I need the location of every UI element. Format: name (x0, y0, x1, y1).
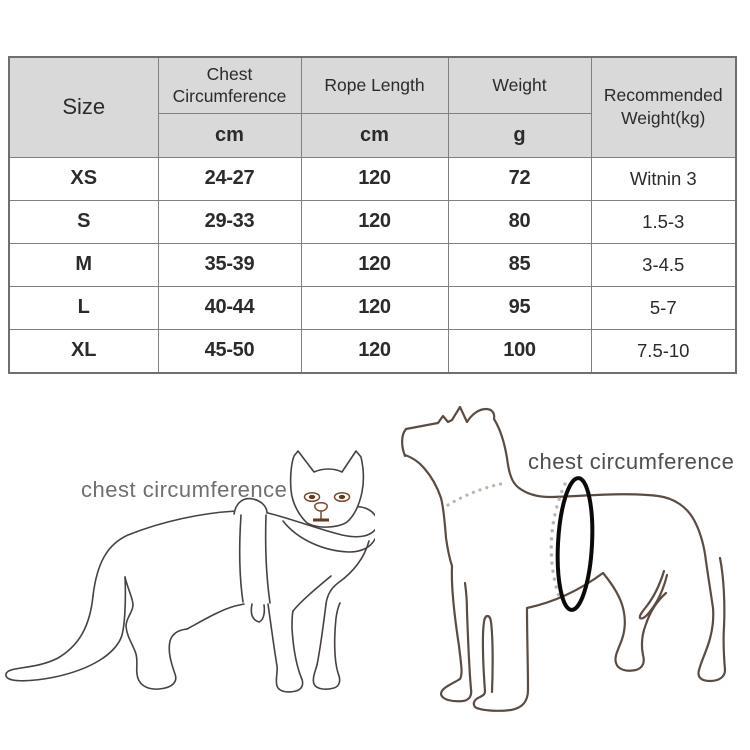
dog-chest-dotted-arc (549, 482, 567, 604)
dog-neck-dotted-line (446, 481, 508, 507)
table-cell: 80 (447, 199, 592, 244)
table-cell: L (8, 285, 159, 330)
cat-harness-strap-front (238, 514, 244, 603)
unit-cell-weight: g (447, 112, 592, 158)
cat-leg-fold (250, 603, 266, 623)
dog-illustration (401, 405, 727, 712)
table-cell: 5-7 (590, 285, 737, 330)
cat-harness-strap-back (264, 514, 271, 604)
cat-chest-circumference-label: chest circumference (81, 477, 288, 502)
cat-nose (314, 502, 328, 512)
table-cell: 40-44 (157, 285, 302, 330)
table-cell: 45-50 (157, 328, 302, 374)
table-row-m: M 35-39 120 85 3-4.5 (8, 242, 737, 287)
table-row-l: L 40-44 120 95 5-7 (8, 285, 737, 330)
table-cell: M (8, 242, 159, 287)
size-chart-table: Size Chest Circumference Rope Length Wei… (8, 56, 737, 374)
table-cell: XS (8, 156, 159, 201)
cat-back (92, 510, 237, 597)
table-cell: 120 (300, 156, 449, 201)
cat-left-eye (303, 491, 321, 503)
cat-ruff-bottom (282, 520, 375, 553)
dog-chest-front-leg (403, 453, 473, 703)
cat-shoulder-line (292, 575, 332, 612)
table-cell: S (8, 199, 159, 244)
col-header-recommended: Recommended Weight(kg) (590, 56, 737, 158)
dog-chest-circumference-label: chest circumference (528, 449, 735, 474)
col-header-rope: Rope Length (300, 56, 449, 114)
cat-illustration (5, 450, 375, 693)
table-cell: 120 (300, 199, 449, 244)
table-cell: Witnin 3 (590, 156, 737, 201)
cat-head (289, 450, 365, 528)
table-row-xl: XL 45-50 120 100 7.5-10 (8, 328, 737, 374)
cat-tail (5, 576, 127, 682)
col-header-chest: Chest Circumference (157, 56, 302, 114)
dog-outline (401, 405, 727, 683)
table-cell: 1.5-3 (590, 199, 737, 244)
cat-hind-leg (124, 576, 188, 690)
cat-harness-handle (233, 497, 268, 515)
cat-right-pupil (338, 494, 346, 500)
dog-belly-far-leg (472, 571, 605, 712)
table-cell: 72 (447, 156, 592, 201)
table-cell: 3-4.5 (590, 242, 737, 287)
table-cell: 35-39 (157, 242, 302, 287)
unit-cell-rope: cm (300, 112, 449, 158)
table-cell: 100 (447, 328, 592, 374)
col-header-weight: Weight (447, 56, 592, 114)
dog-chest-ellipse (555, 476, 595, 612)
cat-chest-front (325, 540, 370, 605)
cat-left-pupil (308, 494, 316, 500)
table-cell: 29-33 (157, 199, 302, 244)
cat-right-eye (333, 491, 351, 503)
col-header-size: Size (8, 56, 159, 158)
table-cell: 120 (300, 285, 449, 330)
table-cell: 120 (300, 242, 449, 287)
cat-front-leg-near (267, 603, 304, 693)
dog-leg-gap (481, 614, 494, 694)
table-row-s: S 29-33 120 80 1.5-3 (8, 199, 737, 244)
table-cell: 85 (447, 242, 592, 287)
table-cell: 120 (300, 328, 449, 374)
table-cell: 95 (447, 285, 592, 330)
dog-tail (638, 569, 669, 620)
cat-front-leg-far (312, 602, 341, 690)
table-cell: 7.5-10 (590, 328, 737, 374)
dog-rear-leg-near (601, 571, 668, 672)
cat-belly (186, 603, 245, 630)
cat-face (303, 491, 351, 522)
unit-cell-chest: cm (157, 112, 302, 158)
table-cell: XL (8, 328, 159, 374)
table-row-xs: XS 24-27 120 72 Witnin 3 (8, 156, 737, 201)
table-cell: 24-27 (157, 156, 302, 201)
